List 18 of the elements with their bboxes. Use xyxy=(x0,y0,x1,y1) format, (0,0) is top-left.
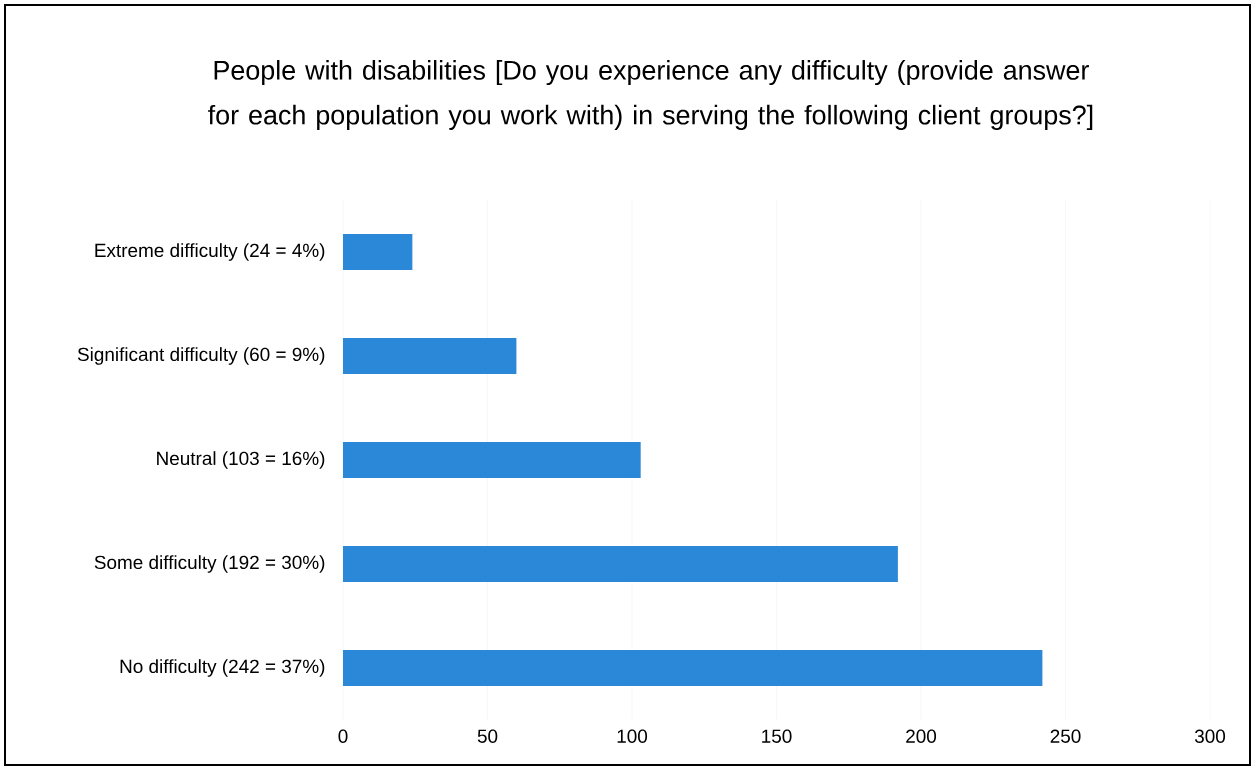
y-tick-label: Extreme difficulty (24 = 4%) xyxy=(95,243,325,261)
x-tick-label: 0 xyxy=(338,729,348,743)
x-tick-label: 200 xyxy=(906,729,937,743)
bar xyxy=(343,649,1043,686)
y-tick-label: No difficulty (242 = 37%) xyxy=(120,659,325,677)
chart-title: People with disabilities [Do you experience any difficulty (provide answer for each population you work with) in serving the following client groups?] xyxy=(208,60,1093,130)
y-tick-label: Significant difficulty (60 = 9%) xyxy=(77,347,325,365)
y-tick-label: Some difficulty (192 = 30%) xyxy=(94,555,325,573)
x-tick-label: 50 xyxy=(477,729,498,743)
x-tick-label: 100 xyxy=(617,729,648,743)
bar xyxy=(343,545,898,582)
x-tick-label: 300 xyxy=(1194,729,1226,743)
x-tick-label: 250 xyxy=(1050,729,1081,743)
bar xyxy=(343,233,413,270)
bar xyxy=(343,337,517,374)
bar xyxy=(343,441,641,478)
x-tick-label: 150 xyxy=(762,729,792,743)
y-tick-label: Neutral (103 = 16%) xyxy=(157,451,325,469)
